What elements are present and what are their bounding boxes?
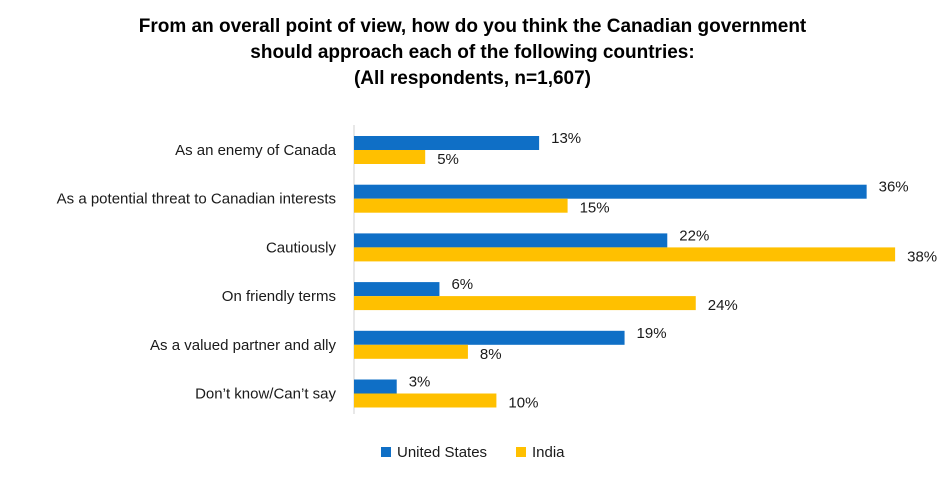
category-label: As a potential threat to Canadian intere… bbox=[57, 191, 336, 208]
data-label-india: 24% bbox=[708, 297, 738, 314]
bar-united-states bbox=[354, 379, 397, 394]
category-label: On friendly terms bbox=[222, 288, 336, 305]
bar-united-states bbox=[354, 233, 668, 248]
bar-india bbox=[354, 393, 497, 408]
data-label-india: 10% bbox=[508, 395, 538, 412]
data-label-united-states: 36% bbox=[879, 179, 909, 196]
data-label-united-states: 6% bbox=[451, 276, 473, 293]
bar-india bbox=[354, 296, 696, 311]
bar-united-states bbox=[354, 136, 540, 150]
data-label-india: 8% bbox=[480, 346, 502, 363]
data-label-united-states: 13% bbox=[551, 130, 581, 147]
chart-title: From an overall point of view, how do yo… bbox=[0, 14, 945, 92]
data-label-india: 5% bbox=[437, 151, 459, 168]
data-label-india: 38% bbox=[907, 248, 937, 265]
plot-area: As an enemy of Canada 13% 5% As a potential… bbox=[57, 125, 937, 414]
chart-title-line-3: (All respondents, n=1,607) bbox=[353, 68, 592, 89]
chart-title-line-1: From an overall point of view, how do yo… bbox=[138, 16, 807, 37]
bar-india bbox=[354, 344, 468, 359]
legend-label-india: India bbox=[532, 444, 565, 461]
category-label: Cautiously bbox=[266, 239, 337, 256]
legend: United States India bbox=[381, 444, 565, 461]
bar-united-states bbox=[354, 330, 625, 345]
legend-swatch-india bbox=[516, 447, 526, 457]
data-label-united-states: 22% bbox=[679, 227, 709, 244]
legend-swatch-united-states bbox=[381, 447, 391, 457]
bar-india bbox=[354, 198, 568, 213]
data-label-united-states: 19% bbox=[637, 325, 667, 342]
bar-united-states bbox=[354, 282, 440, 297]
category-label: As a valued partner and ally bbox=[150, 337, 336, 354]
legend-label-united-states: United States bbox=[397, 444, 487, 461]
bar-united-states bbox=[354, 184, 867, 199]
bar-india bbox=[354, 247, 896, 262]
data-label-united-states: 3% bbox=[409, 374, 431, 391]
bar-india bbox=[354, 150, 426, 164]
category-label: Don’t know/Can’t say bbox=[195, 386, 336, 403]
chart-title-line-2: should approach each of the following co… bbox=[250, 42, 695, 63]
category-label: As an enemy of Canada bbox=[175, 142, 337, 159]
data-label-india: 15% bbox=[580, 200, 610, 217]
